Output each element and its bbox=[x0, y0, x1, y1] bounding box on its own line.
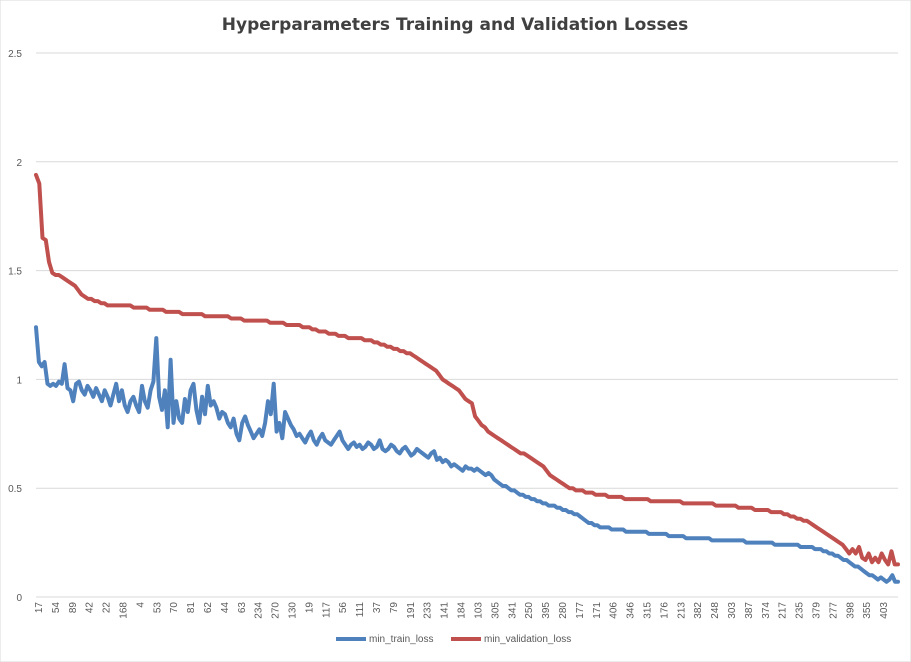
x-tick-label: 277 bbox=[828, 602, 839, 619]
legend: min_train_loss min_validation_loss bbox=[336, 634, 571, 645]
x-tick-label: 4 bbox=[135, 602, 146, 608]
series-line-min-validation-loss bbox=[34, 172, 900, 567]
x-tick-label: 44 bbox=[220, 602, 231, 614]
x-tick-label: 141 bbox=[440, 602, 451, 619]
x-tick-label: 213 bbox=[676, 602, 687, 619]
legend-label: min_train_loss bbox=[369, 634, 433, 645]
y-axis-ticks: 0 0.5 1 1.5 2 2.5 bbox=[8, 49, 22, 604]
x-tick-label: 89 bbox=[68, 602, 79, 614]
x-tick-label: 117 bbox=[321, 602, 332, 618]
gridlines bbox=[36, 52, 898, 598]
x-axis-ticks: 17 54 89 42 22 168 4 53 70 81 62 44 63 234 270 130 19 117… bbox=[34, 602, 890, 619]
x-tick-label: 103 bbox=[473, 602, 484, 619]
y-tick-label: 1.5 bbox=[8, 267, 22, 278]
x-tick-label: 19 bbox=[304, 602, 315, 614]
x-tick-label: 191 bbox=[406, 602, 417, 619]
y-tick-label: 2 bbox=[16, 158, 22, 169]
x-tick-label: 56 bbox=[338, 602, 349, 614]
legend-label: min_validation_loss bbox=[484, 634, 571, 645]
x-tick-label: 22 bbox=[102, 602, 113, 614]
x-tick-label: 79 bbox=[389, 602, 400, 614]
x-tick-label: 176 bbox=[659, 602, 670, 619]
x-tick-label: 53 bbox=[152, 602, 163, 614]
series-lines bbox=[34, 172, 900, 584]
y-tick-label: 0 bbox=[16, 593, 22, 604]
x-tick-label: 341 bbox=[507, 602, 518, 619]
y-tick-label: 1 bbox=[16, 375, 22, 386]
series-line-min-train-loss bbox=[34, 325, 900, 584]
y-tick-label: 2.5 bbox=[8, 49, 22, 60]
x-tick-label: 406 bbox=[609, 602, 620, 619]
x-tick-label: 315 bbox=[642, 602, 653, 619]
x-tick-label: 37 bbox=[372, 602, 383, 614]
x-tick-label: 346 bbox=[626, 602, 637, 619]
x-tick-label: 81 bbox=[186, 602, 197, 614]
x-tick-label: 63 bbox=[237, 602, 248, 614]
x-tick-label: 171 bbox=[592, 602, 603, 619]
x-tick-label: 395 bbox=[541, 602, 552, 619]
x-tick-label: 177 bbox=[575, 602, 586, 619]
x-tick-label: 355 bbox=[862, 602, 873, 619]
x-tick-label: 280 bbox=[558, 602, 569, 619]
x-tick-label: 217 bbox=[778, 602, 789, 619]
x-tick-label: 234 bbox=[254, 602, 265, 619]
x-tick-label: 62 bbox=[203, 602, 214, 614]
x-tick-label: 382 bbox=[693, 602, 704, 619]
x-tick-label: 168 bbox=[119, 602, 130, 619]
x-tick-label: 403 bbox=[879, 602, 890, 619]
x-tick-label: 305 bbox=[490, 602, 501, 619]
legend-item: min_train_loss bbox=[336, 634, 433, 645]
x-tick-label: 250 bbox=[524, 602, 535, 619]
x-tick-label: 270 bbox=[271, 602, 282, 619]
x-tick-label: 70 bbox=[169, 602, 180, 614]
x-tick-label: 398 bbox=[845, 602, 856, 619]
x-tick-label: 42 bbox=[85, 602, 96, 614]
x-tick-label: 235 bbox=[795, 602, 806, 619]
x-tick-label: 248 bbox=[710, 602, 721, 619]
x-tick-label: 387 bbox=[744, 602, 755, 619]
x-tick-label: 374 bbox=[761, 602, 772, 619]
x-tick-label: 130 bbox=[288, 602, 299, 619]
x-tick-label: 303 bbox=[727, 602, 738, 619]
x-tick-label: 233 bbox=[423, 602, 434, 619]
y-tick-label: 0.5 bbox=[8, 484, 22, 495]
x-tick-label: 184 bbox=[457, 602, 468, 619]
legend-item: min_validation_loss bbox=[451, 634, 571, 645]
x-tick-label: 379 bbox=[811, 602, 822, 619]
x-tick-label: 54 bbox=[51, 602, 62, 614]
chart-title: Hyperparameters Training and Validation … bbox=[222, 15, 688, 35]
x-tick-label: 17 bbox=[34, 602, 45, 614]
x-tick-label: 111 bbox=[355, 602, 366, 618]
